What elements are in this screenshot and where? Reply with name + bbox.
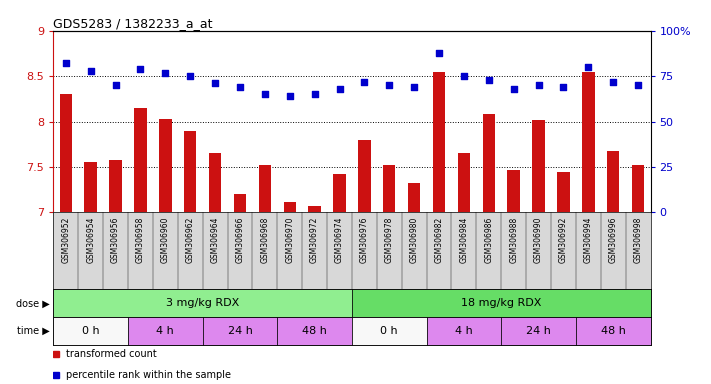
Text: GSM306992: GSM306992	[559, 216, 568, 263]
Point	[633, 82, 644, 88]
Bar	[632, 165, 644, 212]
Bar	[209, 153, 221, 212]
Point	[458, 73, 469, 79]
Text: 0 h: 0 h	[380, 326, 398, 336]
Point	[557, 84, 569, 90]
Text: GSM306998: GSM306998	[634, 216, 643, 263]
Text: 24 h: 24 h	[228, 326, 252, 336]
Bar	[427, 317, 501, 345]
Text: GSM306952: GSM306952	[61, 216, 70, 263]
Bar	[358, 140, 370, 212]
Text: 24 h: 24 h	[526, 326, 551, 336]
Bar	[53, 289, 352, 317]
Text: 48 h: 48 h	[601, 326, 626, 336]
Bar	[408, 183, 420, 212]
Bar	[501, 317, 576, 345]
Bar	[128, 317, 203, 345]
Point	[60, 60, 71, 66]
Point	[508, 86, 519, 92]
Text: GSM306994: GSM306994	[584, 216, 593, 263]
Text: GSM306982: GSM306982	[434, 216, 444, 263]
Bar	[352, 289, 651, 317]
Text: GSM306954: GSM306954	[86, 216, 95, 263]
Point	[483, 77, 494, 83]
Point	[109, 82, 121, 88]
Bar	[533, 120, 545, 212]
Bar	[309, 206, 321, 212]
Bar	[508, 170, 520, 212]
Bar	[234, 194, 246, 212]
Text: GSM306956: GSM306956	[111, 216, 120, 263]
Text: GDS5283 / 1382233_a_at: GDS5283 / 1382233_a_at	[53, 17, 213, 30]
Point	[333, 86, 345, 92]
Text: GSM306990: GSM306990	[534, 216, 543, 263]
Text: GSM306978: GSM306978	[385, 216, 394, 263]
Text: GSM306966: GSM306966	[235, 216, 245, 263]
Text: GSM306960: GSM306960	[161, 216, 170, 263]
Bar	[352, 317, 427, 345]
Point	[85, 68, 97, 74]
Text: 48 h: 48 h	[302, 326, 327, 336]
Bar	[109, 160, 122, 212]
Point	[358, 78, 370, 84]
Bar	[458, 153, 470, 212]
Text: GSM306986: GSM306986	[484, 216, 493, 263]
Bar	[284, 202, 296, 212]
Point	[284, 93, 296, 99]
Text: GSM306974: GSM306974	[335, 216, 344, 263]
Bar	[53, 317, 128, 345]
Point	[309, 91, 320, 98]
Text: GSM306964: GSM306964	[210, 216, 220, 263]
Bar	[557, 172, 570, 212]
Text: transformed count: transformed count	[66, 349, 157, 359]
Bar	[383, 165, 395, 212]
Text: dose ▶: dose ▶	[16, 298, 50, 308]
Bar	[582, 71, 594, 212]
Bar	[483, 114, 495, 212]
Text: 18 mg/kg RDX: 18 mg/kg RDX	[461, 298, 542, 308]
Text: 4 h: 4 h	[156, 326, 174, 336]
Text: GSM306980: GSM306980	[410, 216, 419, 263]
Point	[209, 80, 220, 86]
Text: GSM306968: GSM306968	[260, 216, 269, 263]
Bar	[607, 151, 619, 212]
Point	[583, 64, 594, 70]
Text: 0 h: 0 h	[82, 326, 100, 336]
Bar	[576, 317, 651, 345]
Text: GSM306988: GSM306988	[509, 216, 518, 263]
Bar	[85, 162, 97, 212]
Point	[234, 84, 246, 90]
Point	[185, 73, 196, 79]
Text: time ▶: time ▶	[17, 326, 50, 336]
Text: GSM306970: GSM306970	[285, 216, 294, 263]
Bar	[184, 131, 196, 212]
Point	[384, 82, 395, 88]
Point	[433, 50, 445, 56]
Bar	[134, 108, 146, 212]
Bar	[277, 317, 352, 345]
Point	[259, 91, 270, 98]
Text: GSM306972: GSM306972	[310, 216, 319, 263]
Bar	[60, 94, 72, 212]
Bar	[333, 174, 346, 212]
Text: percentile rank within the sample: percentile rank within the sample	[66, 370, 232, 380]
Point	[533, 82, 545, 88]
Point	[135, 66, 146, 72]
Point	[607, 78, 619, 84]
Text: GSM306962: GSM306962	[186, 216, 195, 263]
Text: 4 h: 4 h	[455, 326, 473, 336]
Bar	[433, 71, 445, 212]
Point	[408, 84, 419, 90]
Text: GSM306958: GSM306958	[136, 216, 145, 263]
Bar	[203, 317, 277, 345]
Text: GSM306984: GSM306984	[459, 216, 469, 263]
Bar	[159, 119, 171, 212]
Point	[159, 70, 171, 76]
Text: GSM306976: GSM306976	[360, 216, 369, 263]
Bar	[259, 165, 271, 212]
Text: 3 mg/kg RDX: 3 mg/kg RDX	[166, 298, 240, 308]
Text: GSM306996: GSM306996	[609, 216, 618, 263]
